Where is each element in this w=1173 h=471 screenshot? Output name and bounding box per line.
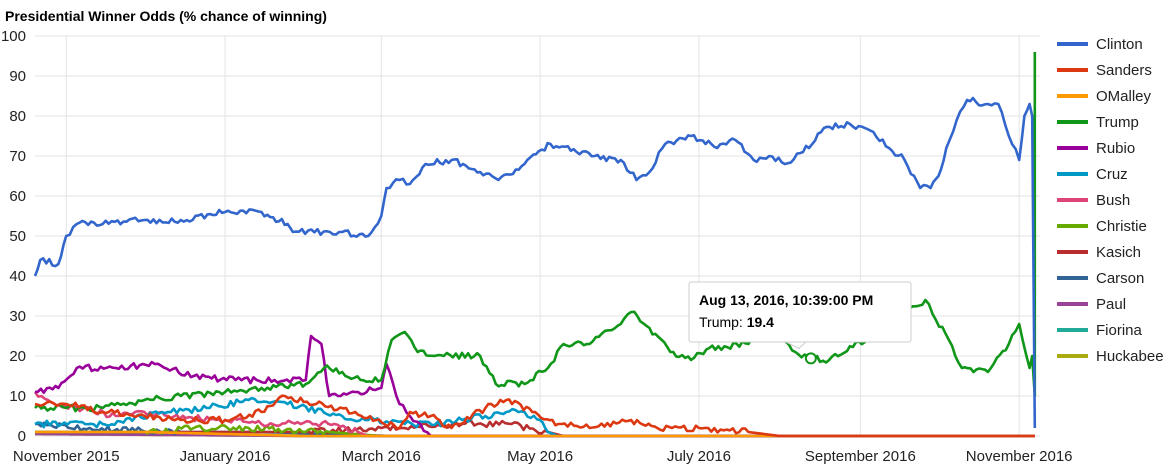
y-tick-label: 0 — [18, 428, 26, 445]
tooltip-title: Aug 13, 2016, 10:39:00 PM — [699, 292, 873, 308]
x-tick-label: September 2016 — [805, 448, 916, 465]
legend-label-omalley: OMalley — [1096, 88, 1152, 105]
tooltip-point-marker — [804, 352, 817, 365]
legend: Clinton Sanders OMalley Trump Rubio Cruz Bush C… — [1057, 36, 1164, 365]
series-line-clinton — [33, 96, 1037, 429]
x-tick-label: July 2016 — [667, 448, 731, 465]
legend-label-sanders: Sanders — [1096, 62, 1152, 79]
y-tick-label: 80 — [9, 108, 26, 125]
tooltip-series-label: Trump: — [699, 314, 747, 330]
series-line-trump — [34, 52, 1037, 413]
legend-label-paul: Paul — [1096, 296, 1126, 313]
x-tick-label: March 2016 — [342, 448, 421, 465]
y-tick-label: 60 — [9, 188, 26, 205]
legend-label-carson: Carson — [1096, 270, 1144, 287]
legend-label-christie: Christie — [1096, 218, 1147, 235]
x-tick-label: November 2016 — [966, 448, 1073, 465]
tooltip-body: Trump: 19.4 — [699, 314, 774, 330]
legend-label-rubio: Rubio — [1096, 140, 1135, 157]
tooltip-value: 19.4 — [747, 314, 774, 330]
y-tick-label: 100 — [1, 28, 26, 45]
legend-label-clinton: Clinton — [1096, 36, 1143, 53]
x-gridlines — [65, 36, 1020, 436]
y-tick-label: 30 — [9, 308, 26, 325]
y-tick-label: 20 — [9, 348, 26, 365]
legend-label-kasich: Kasich — [1096, 244, 1141, 261]
tooltip-box — [688, 281, 912, 343]
y-tick-label: 10 — [9, 388, 26, 405]
legend-label-trump: Trump — [1096, 114, 1139, 131]
chart-title: Presidential Winner Odds (% chance of wi… — [5, 8, 327, 24]
legend-label-huckabee: Huckabee — [1096, 348, 1164, 365]
x-tick-label: November 2015 — [13, 448, 120, 465]
y-tick-label: 70 — [9, 148, 26, 165]
series-lines — [33, 52, 1037, 438]
legend-label-fiorina: Fiorina — [1096, 322, 1143, 339]
y-tick-label: 40 — [9, 268, 26, 285]
x-tick-label: May 2016 — [507, 448, 573, 465]
x-axis-ticks: November 2015 January 2016 March 2016 May 2… — [13, 448, 1073, 465]
y-axis-ticks: 0 10 20 30 40 50 60 70 80 90 100 — [1, 28, 26, 445]
y-tick-label: 90 — [9, 68, 26, 85]
legend-label-cruz: Cruz — [1096, 166, 1128, 183]
series-line-sanders — [34, 394, 1035, 438]
y-tick-label: 50 — [9, 228, 26, 245]
tooltip: Aug 13, 2016, 10:39:00 PM Trump: 19.4 — [688, 281, 912, 365]
legend-label-bush: Bush — [1096, 192, 1130, 209]
x-tick-label: January 2016 — [180, 448, 271, 465]
